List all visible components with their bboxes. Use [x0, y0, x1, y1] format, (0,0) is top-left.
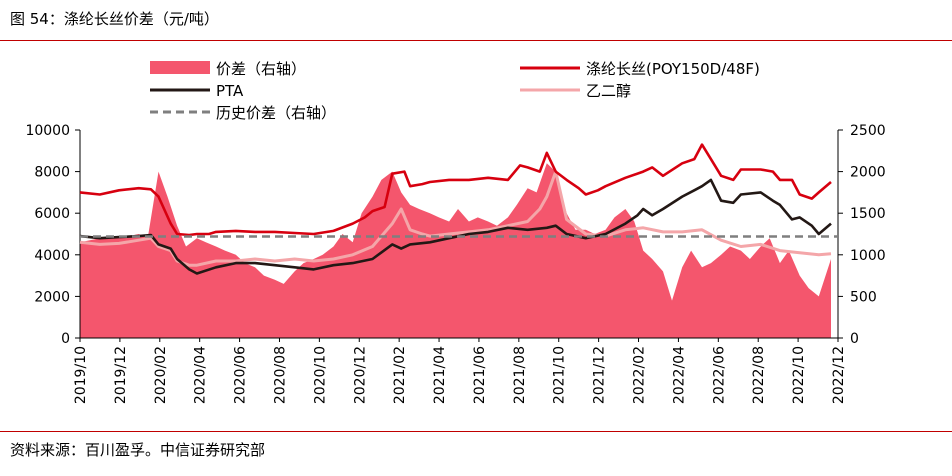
legend-label-avg: 历史价差（右轴）	[216, 104, 336, 122]
legend-label-meg: 乙二醇	[586, 82, 631, 100]
x-tick-label: 2022/12	[831, 346, 847, 404]
legend-swatch-spread	[150, 61, 210, 74]
legend-label-poy: 涤纶长丝(POY150D/48F)	[586, 60, 760, 78]
figure-title: 图 54：涤纶长丝价差（元/吨）	[10, 10, 219, 28]
spread-area	[80, 163, 831, 338]
y-left-tick-label: 8000	[34, 165, 70, 181]
source-rule	[0, 431, 952, 432]
x-tick-label: 2022/02	[632, 346, 648, 404]
pta-line	[79, 178, 832, 275]
x-tick-label: 2020/10	[312, 346, 328, 404]
y-right-tick-label: 1500	[850, 206, 886, 222]
tick-labels-layer: 0 2000 4000 6000 8000 10000 0 500 1000 1500 2000 25…	[25, 123, 885, 404]
x-tick-label: 2022/06	[711, 346, 727, 404]
y-left-tick-label: 4000	[34, 248, 70, 264]
y-left-tick-label: 2000	[34, 289, 70, 305]
x-tick-label: 2021/12	[592, 346, 608, 404]
x-tick-label: 2022/04	[671, 346, 687, 404]
y-right-tick-label: 0	[850, 331, 859, 347]
legend-label-pta: PTA	[216, 82, 244, 100]
series-lines-layer	[79, 143, 838, 275]
y-right-tick-label: 1000	[850, 248, 886, 264]
y-left-tick-label: 6000	[34, 206, 70, 222]
y-right-tick-label: 500	[850, 289, 877, 305]
x-tick-label: 2021/04	[432, 346, 448, 404]
source-note: 资料来源：百川盈孚。中信证券研究部	[10, 441, 266, 459]
legend-label-spread: 价差（右轴）	[216, 60, 306, 78]
x-tick-label: 2022/08	[751, 346, 767, 404]
chart: 0 2000 4000 6000 8000 10000 0 500 1000 1500 2000 25…	[25, 60, 885, 404]
x-tick-label: 2019/12	[113, 346, 129, 404]
x-tick-label: 2022/10	[791, 346, 807, 404]
x-tick-label: 2021/06	[472, 346, 488, 404]
axes-layer	[75, 129, 843, 342]
x-tick-label: 2020/06	[233, 346, 249, 404]
y-right-tick-label: 2000	[850, 165, 886, 181]
x-tick-label: 2020/12	[352, 346, 368, 404]
x-tick-label: 2020/04	[193, 346, 209, 404]
x-tick-label: 2021/08	[512, 346, 528, 404]
y-left-tick-label: 10000	[25, 123, 70, 139]
spread-area-layer	[80, 163, 831, 338]
x-tick-label: 2020/02	[153, 346, 169, 404]
y-right-tick-label: 2500	[850, 123, 886, 139]
x-tick-label: 2020/08	[273, 346, 289, 404]
x-tick-label: 2021/02	[392, 346, 408, 404]
meg-line	[79, 170, 832, 267]
title-rule	[0, 40, 952, 41]
y-left-tick-label: 0	[61, 331, 70, 347]
x-tick-label: 2021/10	[552, 346, 568, 404]
x-tick-label: 2019/10	[73, 346, 89, 404]
poy-line	[79, 143, 832, 237]
